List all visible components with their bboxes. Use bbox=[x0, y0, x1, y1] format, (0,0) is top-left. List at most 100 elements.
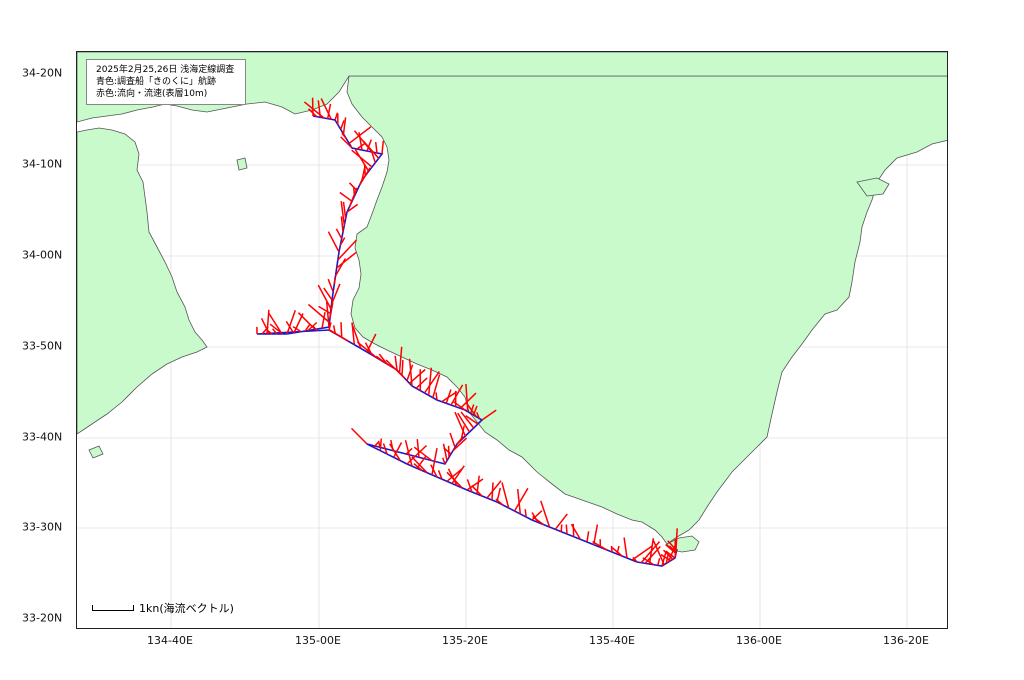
current-vector bbox=[415, 377, 428, 389]
current-vector bbox=[339, 237, 346, 246]
current-vector bbox=[340, 136, 353, 149]
current-vector bbox=[337, 239, 358, 261]
current-vector bbox=[272, 328, 278, 335]
current-vector bbox=[586, 531, 590, 543]
current-vector bbox=[476, 412, 480, 419]
current-vector bbox=[486, 480, 502, 499]
map-canvas[interactable] bbox=[77, 52, 948, 629]
current-vector bbox=[346, 203, 359, 213]
current-vector bbox=[642, 557, 655, 566]
lat-label: 33-20N bbox=[22, 611, 63, 625]
current-vector bbox=[408, 358, 413, 387]
current-vector bbox=[657, 558, 661, 566]
current-vector bbox=[333, 277, 336, 285]
current-vector bbox=[611, 547, 623, 557]
current-vector bbox=[665, 550, 676, 559]
lat-label: 33-50N bbox=[22, 339, 63, 353]
current-vector bbox=[449, 432, 456, 448]
current-vector bbox=[398, 346, 403, 373]
current-vector bbox=[307, 108, 318, 118]
current-vector bbox=[375, 355, 393, 368]
current-vector bbox=[491, 482, 494, 501]
current-vector bbox=[459, 392, 477, 409]
current-vector bbox=[393, 442, 403, 458]
current-vector bbox=[329, 302, 334, 319]
current-vector bbox=[285, 320, 294, 333]
current-vector bbox=[665, 543, 677, 555]
current-vector bbox=[513, 487, 529, 512]
current-vector bbox=[435, 392, 438, 401]
current-vector bbox=[370, 149, 377, 163]
current-vector bbox=[358, 167, 371, 186]
current-vector bbox=[460, 411, 475, 429]
current-vector bbox=[312, 325, 318, 332]
current-vector bbox=[668, 545, 677, 553]
current-vector bbox=[413, 446, 433, 462]
lon-label: 136-20E bbox=[883, 634, 929, 647]
current-vector bbox=[652, 539, 665, 566]
current-vector bbox=[318, 305, 331, 315]
current-vector bbox=[404, 440, 413, 467]
current-vector bbox=[572, 523, 575, 537]
current-vector bbox=[516, 489, 522, 515]
current-vector bbox=[307, 303, 330, 324]
current-vector bbox=[416, 455, 427, 469]
current-vector bbox=[361, 165, 366, 181]
current-vector bbox=[481, 409, 497, 421]
current-vector bbox=[356, 341, 378, 359]
land-shikoku bbox=[77, 127, 208, 435]
current-vector bbox=[339, 191, 353, 202]
current-vector bbox=[373, 441, 379, 448]
current-vector bbox=[570, 523, 581, 540]
land-island-3 bbox=[236, 157, 248, 171]
current-vector bbox=[327, 231, 340, 253]
lon-label: 136-00E bbox=[736, 634, 782, 647]
scale-bar bbox=[92, 605, 134, 611]
current-vector bbox=[592, 524, 599, 545]
current-vector bbox=[342, 201, 347, 219]
current-vector bbox=[501, 482, 510, 509]
current-vector bbox=[413, 463, 423, 472]
current-vector bbox=[286, 310, 297, 335]
current-vector bbox=[405, 447, 413, 455]
current-vector bbox=[441, 457, 446, 465]
current-vector bbox=[394, 355, 398, 371]
scale-label: 1kn(海流ベクトル) bbox=[139, 602, 234, 615]
current-vector bbox=[450, 384, 464, 406]
current-vector bbox=[381, 140, 385, 155]
current-vector bbox=[336, 251, 357, 269]
current-vector bbox=[366, 139, 373, 152]
legend-vector-note: 赤色:流向・流速(表層10m) bbox=[96, 89, 208, 99]
current-vector bbox=[293, 313, 304, 334]
current-vector bbox=[323, 287, 333, 301]
current-vector bbox=[554, 513, 568, 530]
current-vector bbox=[334, 258, 347, 277]
current-vector bbox=[495, 498, 504, 506]
land-island-2 bbox=[88, 445, 104, 459]
current-vector bbox=[385, 359, 406, 379]
lat-label: 34-20N bbox=[22, 66, 63, 80]
land-kii-peninsula bbox=[346, 75, 947, 545]
current-vector bbox=[531, 510, 543, 521]
current-vector bbox=[441, 391, 458, 403]
current-vector bbox=[342, 117, 347, 135]
current-vector bbox=[465, 401, 477, 418]
lon-label: 135-20E bbox=[442, 634, 488, 647]
current-vector bbox=[326, 103, 332, 119]
current-vector bbox=[325, 301, 330, 328]
current-vector bbox=[292, 325, 302, 333]
map-legend: 2025年2月25,26日 浅海定線調査 青色:調査船「きのくに」航跡 赤色:流… bbox=[86, 59, 246, 105]
current-vector bbox=[565, 524, 568, 535]
current-vector bbox=[453, 401, 466, 411]
current-vector bbox=[427, 367, 433, 396]
current-vector bbox=[304, 323, 311, 332]
map-frame[interactable] bbox=[76, 51, 948, 629]
current-vector bbox=[432, 374, 441, 398]
current-vector bbox=[268, 313, 283, 335]
lon-label: 134-40E bbox=[147, 634, 193, 647]
current-vector bbox=[335, 228, 343, 240]
current-vector bbox=[340, 201, 346, 226]
land-north bbox=[77, 52, 947, 123]
current-vector bbox=[452, 437, 468, 452]
current-vector bbox=[269, 323, 282, 334]
